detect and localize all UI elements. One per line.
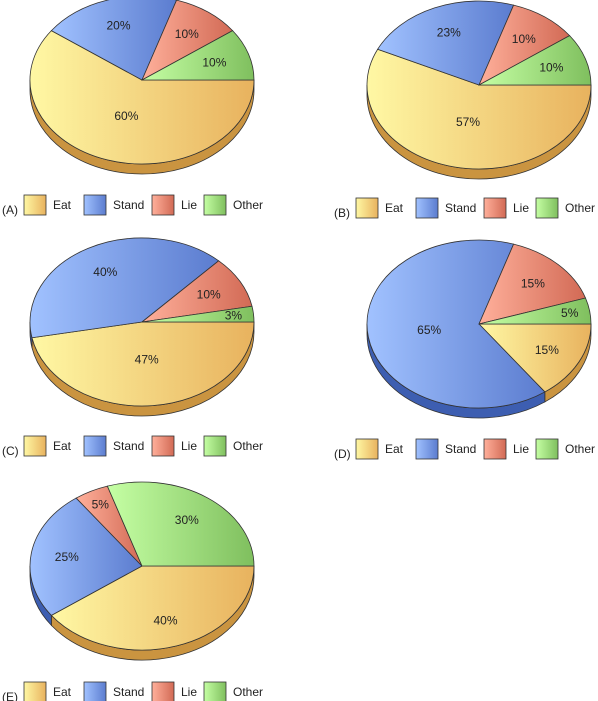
- data-label-lie: 10%: [512, 32, 536, 46]
- pie-slice-stand: [377, 0, 515, 86]
- pie-slice-other: [141, 305, 255, 323]
- legend-swatch-stand: [83, 194, 107, 216]
- legend-swatch-stand: [415, 197, 439, 219]
- pie-panel-4: 15% 65% 15% 5% (D) Eat Stand Lie Other: [334, 239, 595, 461]
- legend-label-eat: Eat: [53, 685, 72, 699]
- data-label-lie: 5%: [92, 498, 110, 512]
- legend-label-stand: Stand: [113, 439, 144, 453]
- data-label-lie: 15%: [521, 277, 545, 291]
- panel-letter: (C): [2, 444, 19, 458]
- legend-swatch-stand: [83, 681, 107, 701]
- legend-label-eat: Eat: [385, 442, 404, 456]
- legend-swatch-lie: [151, 194, 175, 216]
- legend-swatch-eat: [23, 681, 47, 701]
- legend-swatch-other: [535, 197, 559, 219]
- data-label-other: 10%: [202, 55, 226, 69]
- data-label-stand: 20%: [106, 19, 130, 33]
- panel-letter: (E): [2, 690, 18, 701]
- pie-panel-1: 60% 20% 10%10% (A) Eat Stand Lie Other: [2, 0, 263, 217]
- legend-swatch-other: [535, 438, 559, 460]
- pie-slice-eat: [478, 323, 592, 393]
- legend-label-other: Other: [233, 685, 263, 699]
- data-label-eat: 57%: [456, 115, 480, 129]
- legend-label-eat: Eat: [53, 198, 72, 212]
- legend-swatch-other: [203, 194, 227, 216]
- legend-label-lie: Lie: [181, 198, 197, 212]
- data-label-eat: 40%: [153, 613, 177, 627]
- pie-slice-eat: [366, 48, 592, 170]
- data-label-other: 10%: [539, 60, 563, 74]
- data-label-lie: 10%: [175, 27, 199, 41]
- legend: Eat Stand Lie Other: [355, 438, 595, 460]
- pie-panel-2: 57% 23% 10%10% (B) Eat Stand Lie Other: [334, 0, 595, 220]
- legend-swatch-eat: [23, 435, 47, 457]
- data-label-stand: 25%: [55, 550, 79, 564]
- legend-label-stand: Stand: [445, 442, 476, 456]
- legend-swatch-lie: [151, 681, 175, 701]
- pie-slice-other: [478, 297, 592, 325]
- legend: Eat Stand Lie Other: [23, 681, 263, 701]
- pie-slice-eat: [29, 30, 255, 165]
- legend-swatch-stand: [415, 438, 439, 460]
- data-label-stand: 40%: [93, 265, 117, 279]
- data-label-other: 3%: [225, 309, 243, 323]
- legend-label-eat: Eat: [53, 439, 72, 453]
- data-label-eat: 47%: [135, 353, 159, 367]
- pie-slice-stand: [29, 497, 143, 616]
- legend-label-other: Other: [233, 439, 263, 453]
- legend-label-lie: Lie: [513, 201, 529, 215]
- panel-letter: (D): [334, 447, 351, 461]
- legend-swatch-other: [203, 681, 227, 701]
- panel-letter: (A): [2, 203, 18, 217]
- data-label-stand: 23%: [437, 26, 461, 40]
- data-label-lie: 10%: [197, 288, 221, 302]
- legend-swatch-eat: [355, 197, 379, 219]
- legend: Eat Stand Lie Other: [23, 435, 263, 457]
- pie-panel-5: 40% 25% 5% 30% (E) Eat Stand Lie Other: [2, 481, 263, 701]
- pie-slice-eat: [50, 565, 255, 651]
- data-label-stand: 65%: [417, 323, 441, 337]
- panel-letter: (B): [334, 206, 350, 220]
- legend-label-lie: Lie: [181, 685, 197, 699]
- legend-swatch-eat: [355, 438, 379, 460]
- pie-slice-lie: [478, 243, 587, 325]
- pie-slice-other: [478, 35, 592, 86]
- legend-label-stand: Stand: [445, 201, 476, 215]
- legend-swatch-lie: [483, 197, 507, 219]
- pie-slice-stand: [366, 239, 546, 409]
- legend-swatch-lie: [483, 438, 507, 460]
- legend-label-eat: Eat: [385, 201, 404, 215]
- pie-slice-eat: [31, 321, 255, 407]
- pie-slice-stand: [50, 0, 178, 81]
- legend: Eat Stand Lie Other: [355, 197, 595, 219]
- legend-swatch-eat: [23, 194, 47, 216]
- data-label-other: 30%: [175, 513, 199, 527]
- legend: Eat Stand Lie Other: [23, 194, 263, 216]
- legend-swatch-stand: [83, 435, 107, 457]
- legend-label-other: Other: [565, 201, 595, 215]
- legend-label-lie: Lie: [513, 442, 529, 456]
- data-label-other: 5%: [561, 306, 579, 320]
- pie-slice-other: [106, 481, 255, 567]
- legend-label-other: Other: [233, 198, 263, 212]
- data-label-eat: 60%: [114, 109, 138, 123]
- data-label-eat: 15%: [535, 343, 559, 357]
- legend-label-stand: Stand: [113, 198, 144, 212]
- legend-label-other: Other: [565, 442, 595, 456]
- legend-swatch-other: [203, 435, 227, 457]
- pie-slice-stand: [29, 237, 220, 339]
- legend-swatch-lie: [151, 435, 175, 457]
- legend-label-lie: Lie: [181, 439, 197, 453]
- pie-panel-3: 47% 40% 10% 3% (C) Eat Stand Lie Other: [2, 237, 263, 458]
- legend-label-stand: Stand: [113, 685, 144, 699]
- pie-slice-other: [141, 30, 255, 81]
